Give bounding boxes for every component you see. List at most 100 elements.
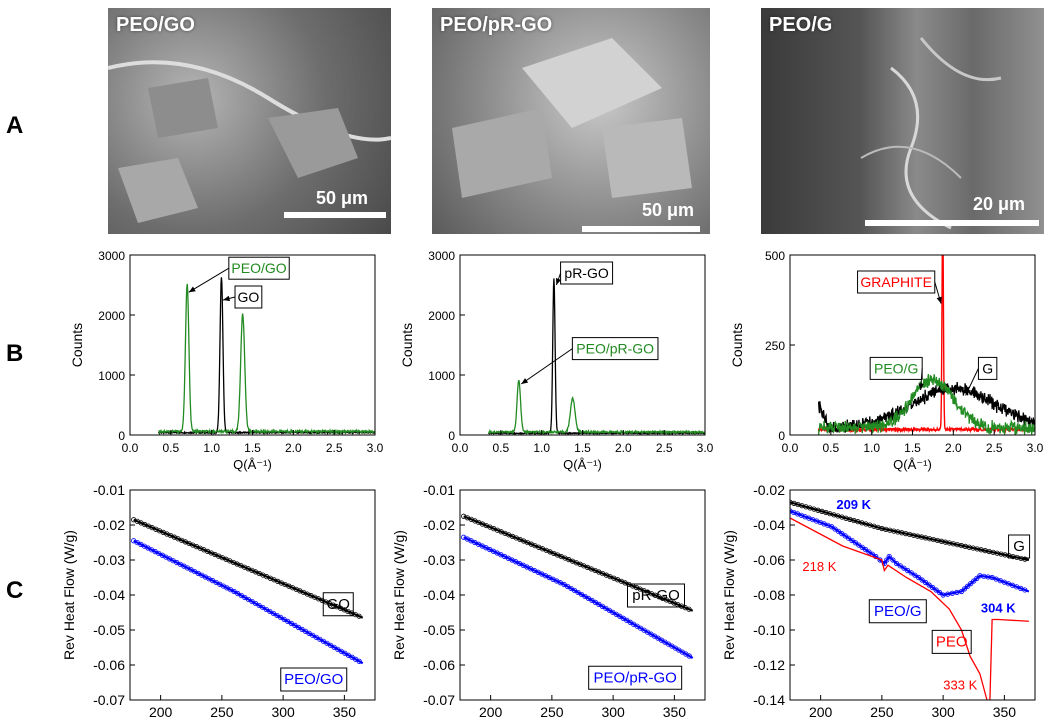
series-label-box (868, 599, 927, 624)
y-tick-label: -0.01 (423, 482, 455, 498)
plot-area (157, 277, 375, 435)
x-axis-label: Q(Å⁻¹) (893, 457, 932, 472)
sem-image-peo-go: PEO/GO 50 μm (108, 8, 391, 234)
series-markers (461, 513, 692, 612)
sem-texture (108, 60, 391, 223)
row-label-b: B (6, 340, 24, 367)
y-tick-label: 3000 (98, 249, 125, 263)
x-tick-label: 2.5 (326, 441, 343, 455)
arrow-head (936, 296, 942, 304)
x-tick-label: 0.0 (122, 441, 139, 455)
y-tick-label: -0.03 (423, 552, 455, 568)
series-markers (461, 534, 692, 659)
y-tick-label: -0.03 (93, 552, 125, 568)
y-tick-label: -0.14 (753, 692, 785, 708)
x-tick-label: 2.5 (986, 441, 1003, 455)
y-tick-label: 0 (118, 429, 125, 443)
x-tick-label: 250 (210, 704, 234, 720)
y-tick-label: -0.04 (753, 517, 785, 533)
series-label: PEO/pR-GO (593, 669, 676, 686)
y-tick-label: -0.01 (93, 482, 125, 498)
series-markers (790, 508, 1028, 598)
x-tick-label: 3.0 (367, 441, 384, 455)
x-tick-label: 0.5 (822, 441, 839, 455)
sem-image-peo-prgo: PEO/pR-GO 50 μm (432, 8, 710, 234)
annotation-label: pR-GO (564, 265, 608, 281)
x-axis-label: Q(Å⁻¹) (233, 457, 272, 472)
series-label-box (588, 665, 683, 690)
y-axis-label: Rev Heat Flow (W/g) (391, 530, 407, 660)
series-peo-pr-go (463, 536, 694, 659)
sem-caption: PEO/pR-GO (440, 14, 553, 36)
arrow-head (918, 383, 924, 390)
x-tick-label: 300 (601, 704, 625, 720)
series-g (790, 501, 1030, 562)
x-tick-label: 200 (479, 704, 503, 720)
y-tick-label: 3000 (428, 249, 455, 263)
series-label: GO (327, 596, 350, 613)
y-tick-label: 500 (765, 249, 785, 263)
sem-texture (452, 38, 692, 198)
series-label: PEO/G (874, 603, 922, 620)
x-tick-label: 350 (993, 704, 1017, 720)
scale-label: 50 μm (642, 200, 695, 220)
scale-bar (284, 212, 386, 218)
x-tick-label: 1.5 (244, 441, 261, 455)
y-tick-label: 1000 (428, 369, 455, 383)
row-label-c: C (6, 577, 24, 604)
row-label-a: A (6, 112, 24, 139)
annotation-arrow (188, 267, 230, 293)
y-tick-label: -0.06 (753, 552, 785, 568)
chart-xrd-go: 0.0 0.5 1.0 1.5 2.0 2.5 3.0 0 1000 2000 3000 Q(Å⁻¹)… (69, 249, 384, 472)
plot-area (790, 499, 1030, 700)
plot-area (487, 278, 705, 435)
series-label: 333 K (943, 677, 977, 692)
annotation-label: GRAPHITE (860, 274, 932, 290)
series-label-box (1008, 534, 1031, 559)
annotation-arrow (520, 348, 573, 385)
annotation-label: GO (238, 289, 260, 305)
series-peo-go (133, 539, 364, 665)
chart-dsc-go: 200 250 300 350 -0.07 -0.06 -0.05 -0.04 -0.03 -0.… (61, 482, 376, 725)
series-label: 209 K (836, 497, 871, 512)
x-tick-label: 350 (663, 704, 687, 720)
x-tick-label: 0.5 (162, 441, 179, 455)
x-tick-label: 250 (540, 704, 564, 720)
y-tick-label: 2000 (428, 309, 455, 323)
plot-area (131, 517, 364, 665)
x-tick-label: 2.0 (285, 441, 302, 455)
y-tick-label: -0.06 (423, 657, 455, 673)
x-tick-label: 2.0 (615, 441, 632, 455)
y-tick-label: -0.08 (753, 587, 785, 603)
y-axis-label: Counts (69, 323, 85, 367)
x-tick-label: 1.5 (574, 441, 591, 455)
chart-xrd-prgo: 0.0 0.5 1.0 1.5 2.0 2.5 3.0 0 1000 2000 3000 Q(Å⁻¹)… (399, 249, 714, 472)
series-go (133, 518, 364, 619)
plot-area (461, 513, 694, 659)
annotation-label: PEO/pR-GO (576, 341, 654, 357)
scale-label: 50 μm (316, 188, 369, 208)
y-tick-label: -0.02 (93, 517, 125, 533)
scale-label: 20 μm (973, 194, 1026, 214)
arrow-head (521, 378, 529, 384)
x-tick-label: 1.0 (203, 441, 220, 455)
y-tick-label: -0.02 (753, 482, 785, 498)
y-tick-label: -0.07 (93, 692, 125, 708)
series-label: pR-GO (632, 587, 680, 604)
arrow-head (965, 388, 971, 396)
series-markers (790, 499, 1028, 562)
series-label: 218 K (802, 559, 836, 574)
series-peo-pr-go (488, 379, 705, 435)
sem-caption: PEO/G (769, 14, 833, 36)
x-axis-label: Q(Å⁻¹) (563, 457, 602, 472)
y-axis-label: Rev Heat Flow (W/g) (721, 530, 737, 660)
y-axis-label: Rev Heat Flow (W/g) (61, 530, 77, 660)
y-tick-label: -0.02 (423, 517, 455, 533)
arrow-head (555, 278, 562, 285)
plot-area (817, 255, 1035, 435)
y-tick-label: -0.05 (423, 622, 455, 638)
x-tick-label: 3.0 (697, 441, 714, 455)
annotation-label: PEO/GO (231, 260, 286, 276)
series-g (817, 382, 1035, 434)
y-tick-label: 250 (765, 339, 785, 353)
